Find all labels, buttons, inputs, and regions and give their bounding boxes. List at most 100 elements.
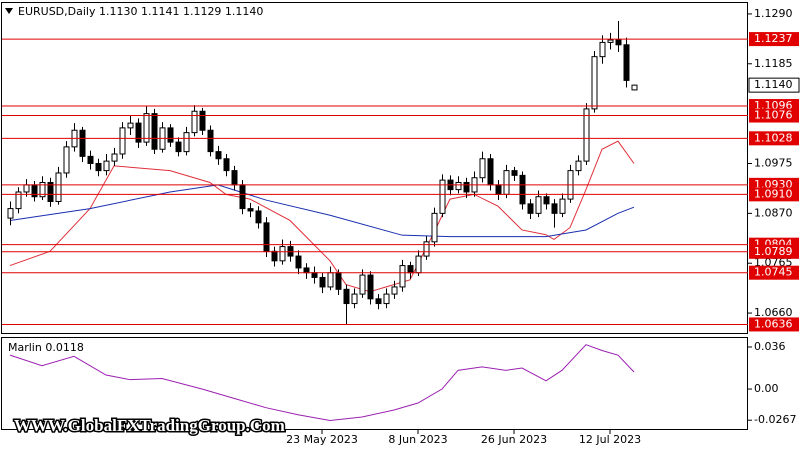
x-tick-label: 8 Jun 2023 xyxy=(388,433,447,446)
candle-body xyxy=(191,110,198,134)
candle-body xyxy=(423,241,430,257)
candle-body xyxy=(327,272,334,288)
main-panel xyxy=(1,2,748,334)
candle-body xyxy=(23,184,30,193)
current-price-tag xyxy=(748,77,800,93)
candle-body xyxy=(631,84,638,91)
candle-body xyxy=(375,298,382,305)
candle-body xyxy=(263,222,270,252)
y-tick-label: 1.1185 xyxy=(754,57,793,70)
level-tag xyxy=(749,131,799,146)
level-tag xyxy=(749,187,799,202)
candle-body xyxy=(591,56,598,110)
candle-body xyxy=(167,127,174,143)
osc-y-tick-label: 0.00 xyxy=(754,382,779,395)
candle-body xyxy=(399,265,406,288)
candle-body xyxy=(239,184,246,210)
candle-body xyxy=(487,158,494,186)
candle-body xyxy=(55,172,62,202)
candle-body xyxy=(527,203,534,214)
candle-body xyxy=(455,181,462,191)
current-price-label: 1.1140 xyxy=(754,78,793,91)
candle-body xyxy=(559,198,566,214)
candle-body xyxy=(175,141,182,153)
candle-body xyxy=(519,174,526,205)
level-label: 1.1237 xyxy=(754,32,793,45)
level-tag xyxy=(749,108,799,123)
candle-body xyxy=(415,255,422,274)
candle-body xyxy=(111,153,118,162)
candle-body xyxy=(231,170,238,186)
candle-body xyxy=(247,208,254,212)
candle-body xyxy=(367,274,374,300)
candle-body xyxy=(103,160,110,172)
candle-body xyxy=(359,274,366,295)
candle-body xyxy=(495,184,502,195)
candle-body xyxy=(623,44,630,81)
candle-body xyxy=(143,113,150,143)
candle-body xyxy=(431,212,438,243)
candle-body xyxy=(439,179,446,214)
candle-body xyxy=(463,181,470,193)
candle-body xyxy=(47,181,54,202)
candle-body xyxy=(127,122,134,129)
level-tag xyxy=(749,317,799,332)
candle-body xyxy=(207,129,214,153)
candle-body xyxy=(39,181,46,198)
candle-body xyxy=(407,265,414,274)
candle-body xyxy=(615,39,622,46)
candle-body xyxy=(15,191,22,210)
level-label: 1.0910 xyxy=(754,187,793,200)
y-tick-label: 1.0975 xyxy=(754,156,793,169)
level-label: 1.0789 xyxy=(754,245,793,258)
level-tag xyxy=(749,265,799,280)
candle-body xyxy=(607,39,614,43)
candle-body xyxy=(151,113,158,150)
candle-body xyxy=(479,158,486,179)
y-tick-label: 1.1290 xyxy=(754,7,793,20)
oscillator-label: Marlin 0.0118 xyxy=(8,341,84,354)
x-tick-label: 12 Jul 2023 xyxy=(579,433,641,446)
oscillator-line xyxy=(9,344,635,422)
candle-body xyxy=(31,184,38,198)
candle-body xyxy=(351,293,358,305)
candle-body xyxy=(511,170,518,176)
candle-body xyxy=(599,41,606,58)
candle-body xyxy=(223,158,230,172)
moving-average xyxy=(9,140,635,293)
candle-body xyxy=(391,286,398,295)
x-tick-label: 23 May 2023 xyxy=(286,433,358,446)
y-tick-label: 1.0660 xyxy=(754,306,793,319)
level-tag xyxy=(749,244,799,259)
candle-body xyxy=(303,267,310,274)
chart-title: EURUSD,Daily 1.1130 1.1141 1.1129 1.1140 xyxy=(18,5,263,18)
osc-y-tick-label: -0.0267 xyxy=(754,413,796,426)
candle-body xyxy=(63,146,70,174)
level-label: 1.1028 xyxy=(754,131,793,144)
candle-body xyxy=(215,151,222,160)
candle-body xyxy=(575,160,582,172)
level-tag xyxy=(749,32,799,47)
candle-body xyxy=(383,293,390,305)
level-label: 1.0636 xyxy=(754,317,793,330)
candle-body xyxy=(271,250,278,262)
candle-body xyxy=(183,132,190,153)
candle-body xyxy=(119,127,126,155)
candle-body xyxy=(87,155,94,164)
candle-body xyxy=(199,110,206,131)
candle-body xyxy=(319,276,326,288)
osc-y-tick-label: 0.036 xyxy=(754,340,786,353)
y-tick-label: 1.0870 xyxy=(754,206,793,219)
candle-body xyxy=(255,210,262,224)
candle-body xyxy=(551,203,558,214)
candle-body xyxy=(543,196,550,205)
level-label: 1.1076 xyxy=(754,109,793,122)
candle-body xyxy=(279,246,286,262)
menu-triangle xyxy=(5,8,13,14)
x-tick-label: 26 Jun 2023 xyxy=(481,433,547,446)
oscillator-panel xyxy=(1,337,748,430)
candle-body xyxy=(135,122,142,143)
